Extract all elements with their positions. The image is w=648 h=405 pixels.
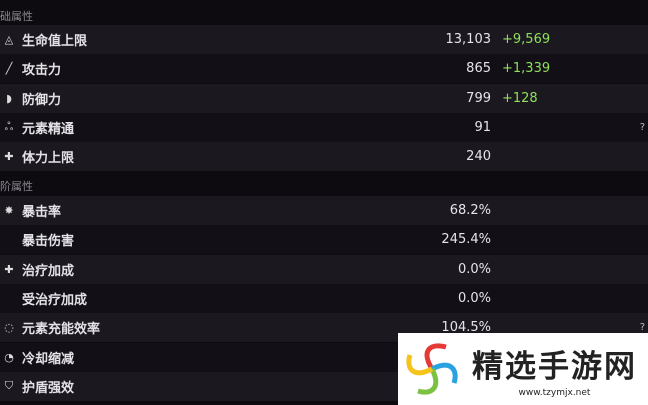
stat-value: 240	[466, 149, 491, 165]
help-icon[interactable]: ?	[639, 121, 645, 133]
stat-label: 攻击力	[22, 63, 62, 79]
section-header-base: 础属性	[0, 10, 33, 23]
stamina-icon: ✚	[4, 150, 14, 164]
shield-strength-icon: ⛉	[4, 379, 14, 393]
sword-icon: ╱	[5, 62, 13, 76]
stat-row[interactable]: ✚ 体力上限 240	[0, 142, 648, 172]
stat-row[interactable]: ╱ 攻击力 865 +1,339	[0, 54, 648, 84]
stat-label: 生命值上限	[22, 34, 88, 49]
stat-value: 865	[466, 61, 491, 77]
section-header-advanced: 阶属性	[0, 180, 33, 193]
healing-bonus-icon: ✚	[4, 262, 14, 276]
stat-label: 防御力	[22, 92, 62, 108]
cd-reduction-icon: ◔	[4, 350, 14, 364]
stat-bonus: +128	[502, 90, 538, 106]
stat-label: 暴击率	[22, 205, 62, 220]
stat-label: 暴击伤害	[22, 234, 75, 250]
help-icon[interactable]: ?	[639, 322, 645, 334]
stat-bonus: +1,339	[502, 61, 551, 77]
stat-bonus: +9,569	[502, 32, 551, 47]
stat-row[interactable]: ◗ 防御力 799 +128	[0, 83, 648, 113]
shield-icon: ◗	[6, 91, 12, 105]
watermark: 精选手游网 www.tzymjx.net	[398, 333, 648, 405]
stat-row[interactable]: ஃ 元素精通 91 ?	[0, 112, 648, 142]
stat-value: 68.2%	[449, 203, 491, 218]
stat-label: 元素充能效率	[22, 322, 101, 338]
stat-row[interactable]: ✚ 治疗加成 0.0%	[0, 254, 648, 284]
stat-value: 13,103	[445, 32, 492, 47]
stat-row[interactable]: ◌ 元素充能效率 104.5% ?	[0, 313, 648, 343]
stat-label: 元素精通	[22, 121, 75, 137]
stat-row[interactable]: 暴击伤害 245.4%	[0, 225, 648, 255]
stat-value: 0.0%	[457, 261, 491, 277]
watermark-title: 精选手游网	[472, 348, 637, 385]
stat-row[interactable]: ✸ 暴击率 68.2%	[0, 196, 648, 225]
stat-value: 91	[474, 119, 491, 135]
stat-label: 治疗加成	[22, 263, 75, 279]
elemental-mastery-icon: ஃ	[4, 119, 14, 133]
stat-label: 受治疗加成	[22, 292, 88, 308]
stat-label: 体力上限	[22, 151, 75, 167]
stat-value: 0.0%	[457, 290, 491, 306]
stat-row[interactable]: ◬ 生命值上限 13,103 +9,569	[0, 25, 648, 54]
stat-value: 104.5%	[441, 320, 491, 336]
stat-label: 冷却缩减	[22, 351, 75, 367]
crit-rate-icon: ✸	[4, 204, 14, 217]
stat-value: 245.4%	[441, 232, 491, 248]
stat-row[interactable]: 受治疗加成 0.0%	[0, 283, 648, 313]
stat-value: 799	[466, 90, 491, 106]
hp-drop-icon: ◬	[4, 33, 14, 46]
watermark-url: www.tzymjx.net	[518, 387, 591, 398]
energy-recharge-icon: ◌	[4, 321, 14, 335]
stat-label: 护盾强效	[22, 380, 75, 396]
watermark-logo-icon	[406, 343, 458, 395]
